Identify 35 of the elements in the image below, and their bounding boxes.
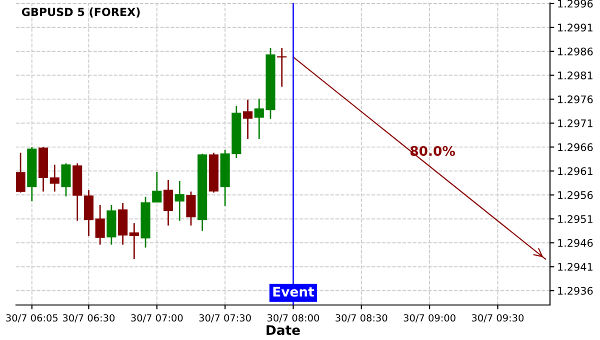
candlestick xyxy=(129,222,139,260)
y-tick-label: 1.2996 xyxy=(558,0,593,8)
y-tick-label: 1.2971 xyxy=(558,119,592,128)
x-tick-label: 30/7 09:00 xyxy=(404,314,456,322)
candlestick xyxy=(174,180,184,222)
y-tick-label: 1.2986 xyxy=(558,48,593,56)
y-tick-label: 1.2976 xyxy=(558,95,593,104)
y-tick-label: 1.2936 xyxy=(558,286,593,295)
x-tick-label: 30/7 08:00 xyxy=(267,314,320,322)
candlestick xyxy=(16,152,26,194)
y-tick-label: 1.2941 xyxy=(558,262,592,271)
candlestick xyxy=(163,179,174,226)
y-tick-label: 1.2956 xyxy=(558,191,593,200)
candlestick xyxy=(95,204,105,246)
x-tick-label: 30/7 08:30 xyxy=(336,314,388,322)
candlestick xyxy=(186,190,196,226)
y-tick-label: 1.2966 xyxy=(558,143,593,152)
x-tick-label: 30/7 07:30 xyxy=(199,314,251,322)
x-tick-label: 30/7 06:30 xyxy=(62,314,115,322)
y-tick-label: 1.2981 xyxy=(558,71,592,80)
y-tick-label: 1.2961 xyxy=(558,167,592,176)
annotation: 80.0% xyxy=(410,146,455,156)
y-tick-label: 1.2946 xyxy=(558,239,593,247)
y-tick-label: 1.2991 xyxy=(558,24,592,32)
ref-line-label: Event xyxy=(273,286,314,297)
candlestick xyxy=(243,98,253,140)
chart-title: GBPUSD 5 (FOREX) xyxy=(22,8,140,18)
candlestick xyxy=(84,189,94,237)
x-axis-title: Date xyxy=(266,325,300,336)
candlestick xyxy=(50,164,60,192)
x-tick-label: 30/7 07:00 xyxy=(131,314,183,322)
candlestick xyxy=(61,162,71,198)
x-tick-label: 30/7 06:05 xyxy=(6,314,58,322)
y-tick-label: 1.2951 xyxy=(558,215,592,223)
x-tick-label: 30/7 09:30 xyxy=(472,314,524,322)
